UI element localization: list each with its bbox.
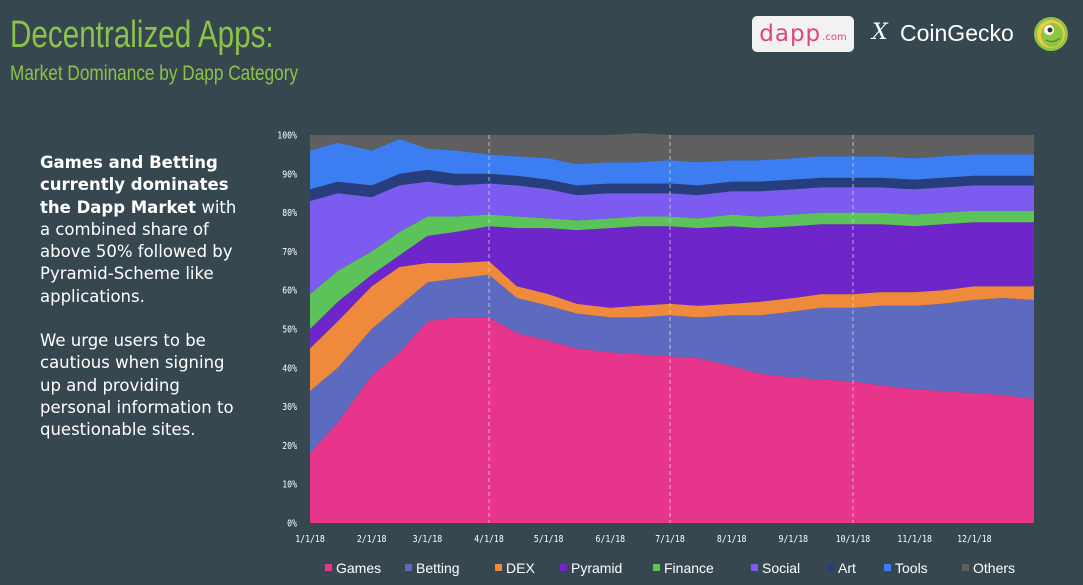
legend-item-pyramid: Pyramid — [560, 560, 622, 576]
x-tick-label: 12/1/18 — [957, 534, 991, 545]
area-art — [310, 169, 1034, 201]
legend-swatch — [405, 564, 412, 571]
y-tick-label: 90% — [282, 170, 297, 181]
y-tick-label: 50% — [282, 325, 297, 336]
legend-item-betting: Betting — [405, 560, 460, 576]
dapp-logo-suffix: .com — [822, 32, 847, 43]
legend-item-games: Games — [325, 560, 381, 576]
description-highlight: Games and Betting currently dominates th… — [40, 153, 229, 217]
gecko-logo-icon — [1034, 17, 1068, 51]
x-tick-label: 6/1/18 — [596, 534, 626, 545]
legend-item-tools: Tools — [884, 560, 928, 576]
legend-label: DEX — [506, 560, 535, 576]
legend-label: Others — [973, 560, 1015, 576]
legend-swatch — [962, 564, 969, 571]
area-finance — [310, 210, 1034, 329]
x-tick-label: 5/1/18 — [534, 534, 564, 545]
legend-swatch — [884, 564, 891, 571]
x-tick-label: 10/1/18 — [836, 534, 870, 545]
legend-swatch — [653, 564, 660, 571]
legend-swatch — [560, 564, 567, 571]
x-tick-label: 11/1/18 — [897, 534, 931, 545]
y-tick-label: 0% — [287, 519, 297, 530]
legend-swatch — [495, 564, 502, 571]
y-tick-label: 10% — [282, 480, 297, 491]
y-tick-label: 40% — [282, 364, 297, 375]
x-tick-label: 9/1/18 — [779, 534, 809, 545]
legend-item-others: Others — [962, 560, 1015, 576]
description-rest: with a combined share of above 50% follo… — [40, 197, 237, 306]
y-tick-label: 20% — [282, 441, 297, 452]
x-tick-label: 1/1/18 — [295, 534, 325, 545]
description: Games and Betting currently dominates th… — [40, 152, 250, 464]
legend-swatch — [827, 564, 834, 571]
legend-label: Finance — [664, 560, 714, 576]
dapp-logo-text: dapp — [759, 21, 822, 47]
y-tick-label: 80% — [282, 208, 297, 219]
page-subtitle: Market Dominance by Dapp Category — [10, 62, 299, 85]
x-tick-label: 2/1/18 — [357, 534, 387, 545]
y-tick-label: 100% — [277, 131, 297, 142]
page-title: Decentralized Apps: — [10, 14, 274, 56]
x-tick-label: 7/1/18 — [655, 534, 685, 545]
y-tick-label: 30% — [282, 402, 297, 413]
y-tick-label: 70% — [282, 247, 297, 258]
cross-icon: X — [872, 20, 888, 45]
y-tick-label: 60% — [282, 286, 297, 297]
area-tools — [310, 138, 1034, 190]
legend-swatch — [751, 564, 758, 571]
area-social — [310, 181, 1034, 295]
legend-label: Betting — [416, 560, 460, 576]
dapp-logo: dapp .com — [752, 16, 854, 52]
x-tick-label: 4/1/18 — [474, 534, 504, 545]
x-tick-label: 3/1/18 — [413, 534, 443, 545]
legend-label: Art — [838, 560, 856, 576]
x-tick-label: 8/1/18 — [717, 534, 747, 545]
legend-item-finance: Finance — [653, 560, 714, 576]
legend-item-dex: DEX — [495, 560, 535, 576]
description-paragraph-2: We urge users to be cautious when signin… — [40, 331, 234, 440]
area-pyramid — [310, 222, 1034, 349]
coingecko-brand: CoinGecko — [900, 20, 1014, 46]
area-others — [310, 133, 1034, 165]
legend-item-art: Art — [827, 560, 856, 576]
market-dominance-chart: 0% 10% 20% 30% 40% 50% 60% 70% 80% 90% 100% 1/1/18 2… — [277, 131, 1034, 576]
legend-label: Social — [762, 560, 800, 576]
legend-swatch — [325, 564, 332, 571]
description-paragraph-1: Games and Betting currently dominates th… — [40, 152, 250, 308]
legend-label: Games — [336, 560, 381, 576]
legend-label: Tools — [895, 560, 928, 576]
legend-item-social: Social — [751, 560, 800, 576]
legend-label: Pyramid — [571, 560, 622, 576]
